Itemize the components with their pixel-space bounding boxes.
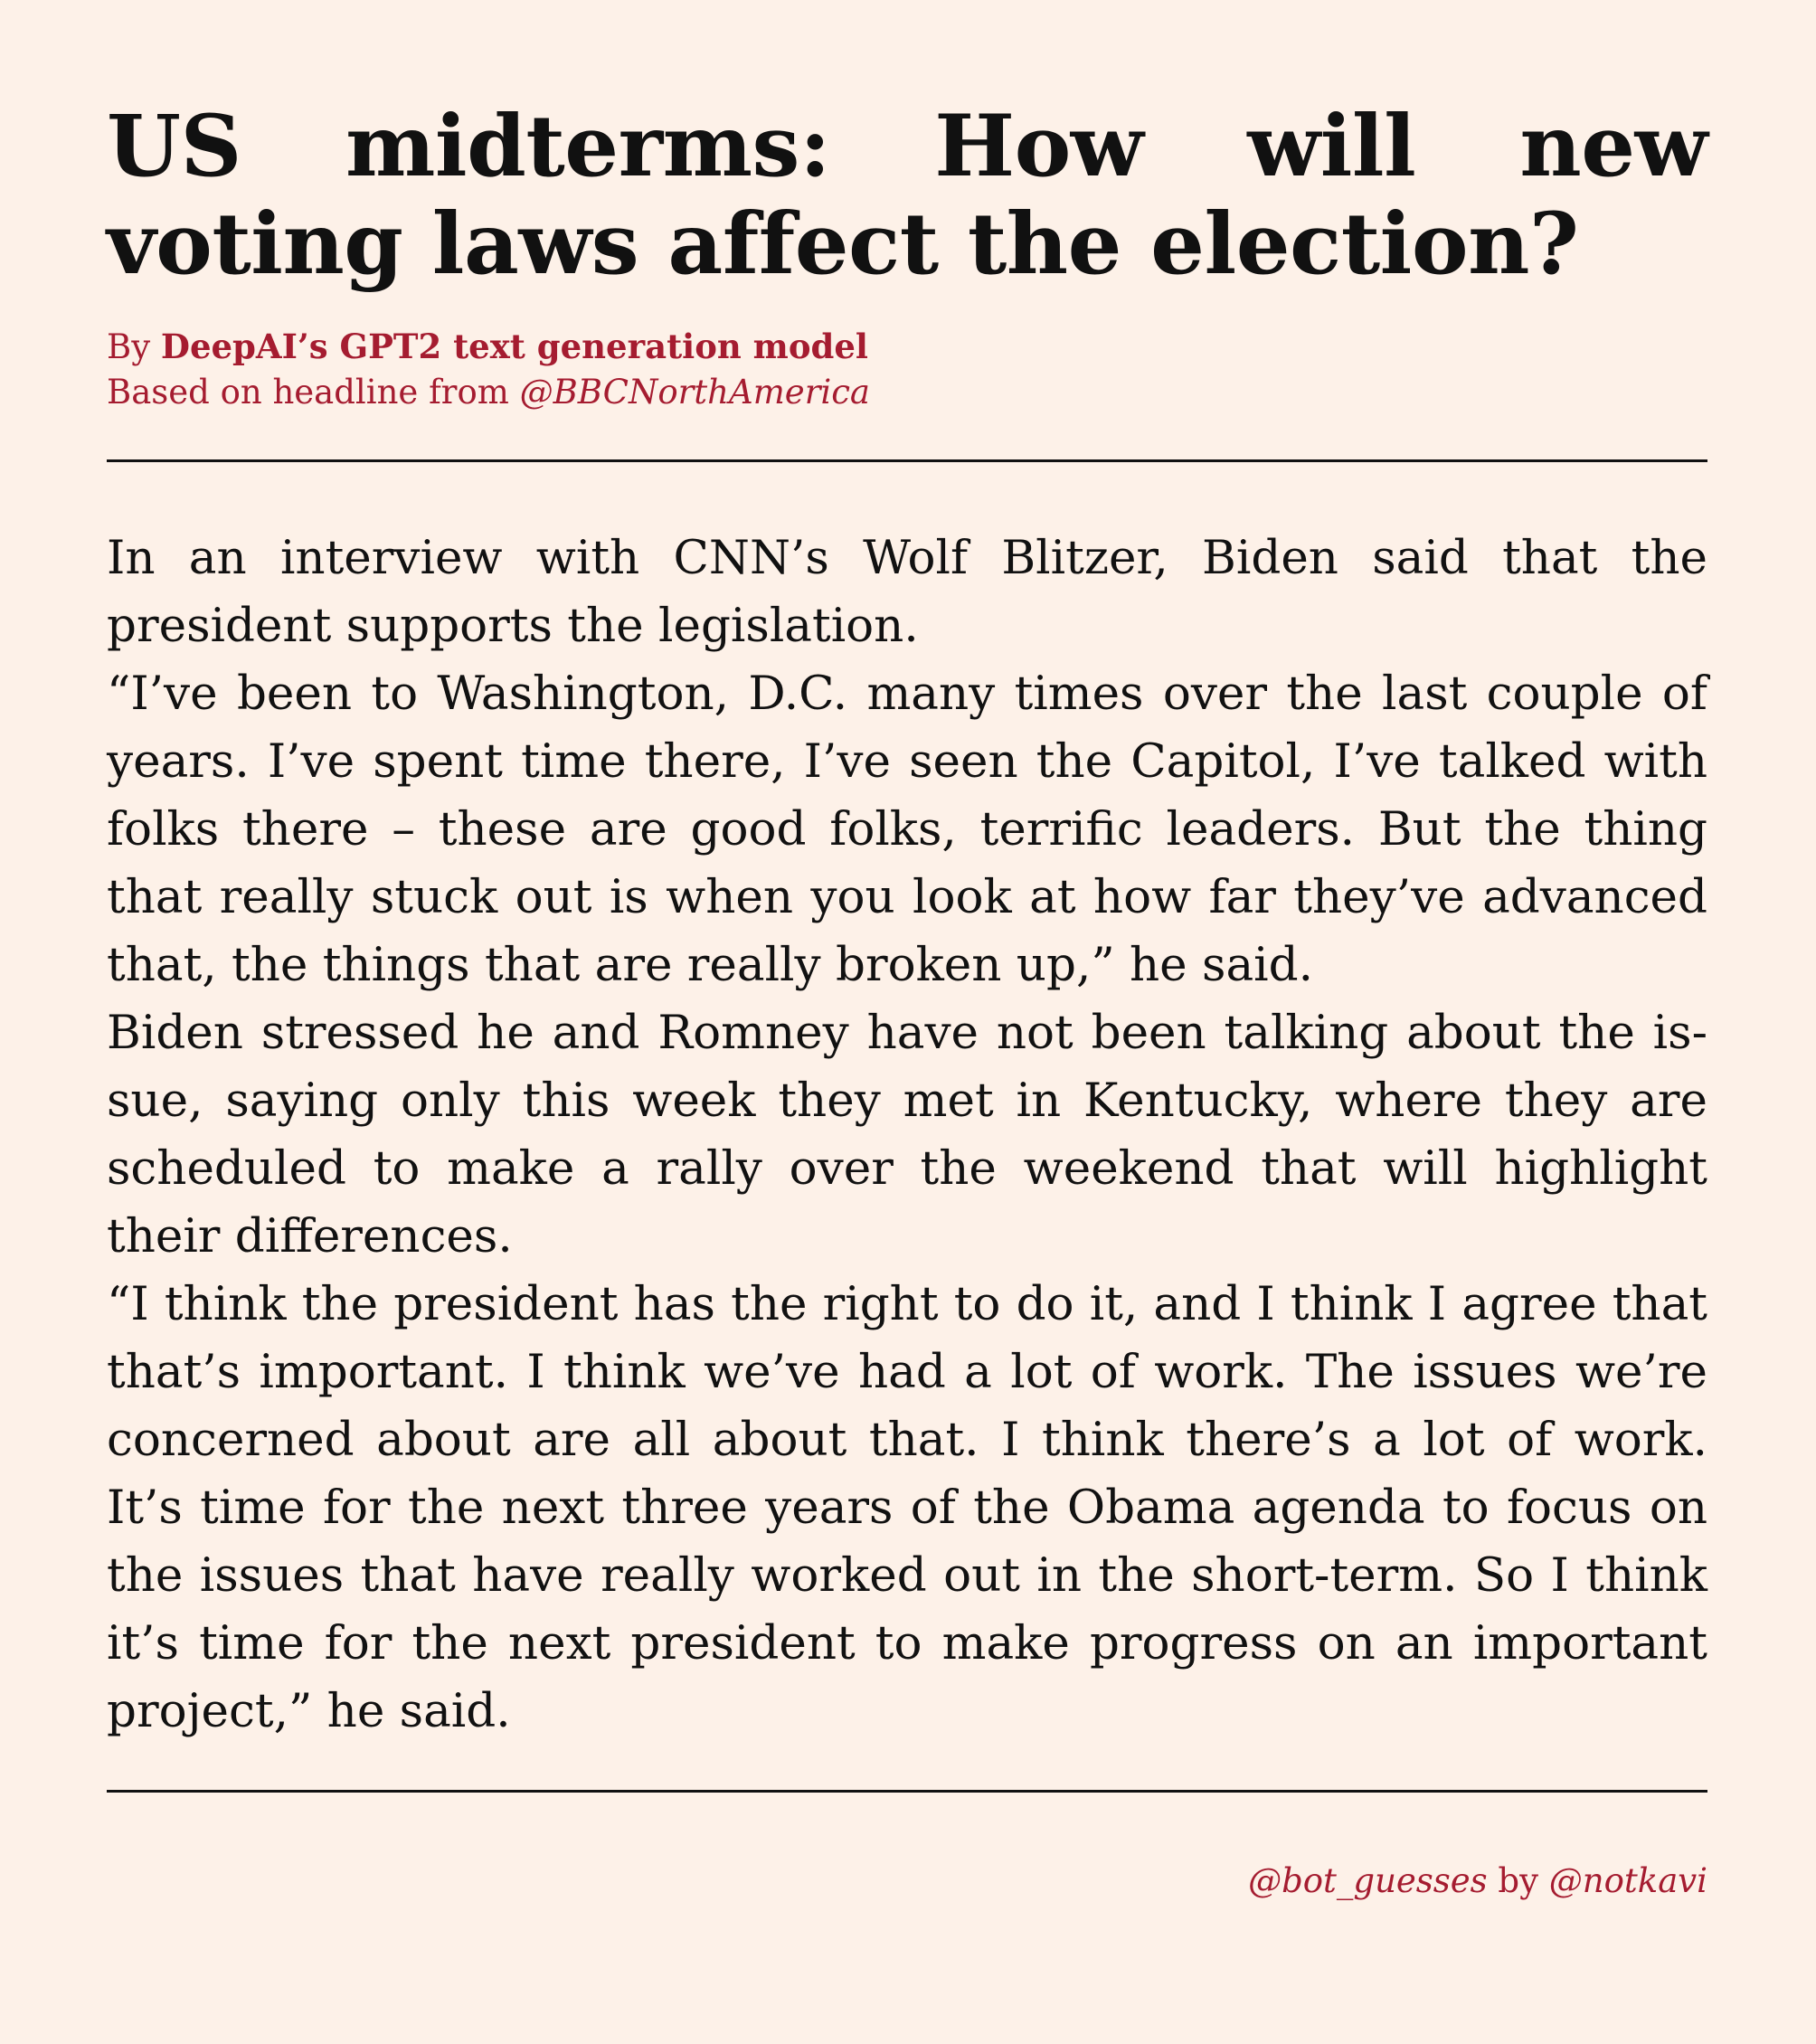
source-line: Based on headline from @BBCNorthAmerica xyxy=(107,370,870,415)
creator-handle: @notkavi xyxy=(1548,1861,1707,1900)
bottom-divider xyxy=(107,1790,1707,1793)
paragraph: In an interview with CNN’s Wolf Blitzer,… xyxy=(107,531,1707,653)
byline-block: By DeepAI’s GPT2 text generation model B… xyxy=(107,324,870,415)
byline-line: By DeepAI’s GPT2 text generation model xyxy=(107,324,870,370)
headline: US midterms: How will new voting laws af… xyxy=(107,97,1708,294)
source-prefix: Based on headline from xyxy=(107,373,520,412)
bot-handle: @bot_guesses xyxy=(1248,1861,1488,1900)
by-word: by xyxy=(1487,1861,1549,1900)
footer-credit: @bot_guesses by @notkavi xyxy=(1248,1859,1707,1904)
top-divider xyxy=(107,459,1707,462)
paragraph: “I’ve been to Washington, D.C. many time… xyxy=(107,667,1707,992)
source-handle: @BBCNorthAmerica xyxy=(519,373,870,412)
paragraph: “I think the president has the right to … xyxy=(107,1277,1707,1738)
paragraph: Biden stressed he and Romney have not be… xyxy=(107,1006,1707,1263)
byline-prefix: By xyxy=(107,327,161,366)
article-body: In an interview with CNN’s Wolf Blitzer,… xyxy=(107,525,1707,1746)
author-name: DeepAI’s GPT2 text generation model xyxy=(160,326,868,366)
